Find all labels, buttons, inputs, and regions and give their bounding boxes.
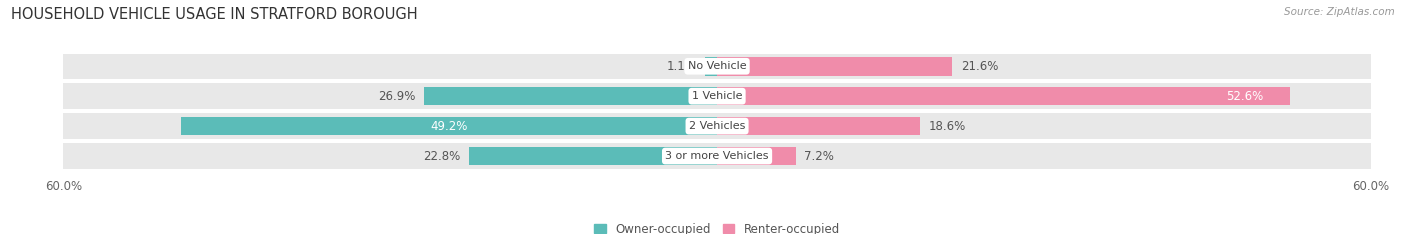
Text: 1 Vehicle: 1 Vehicle: [692, 91, 742, 101]
Text: Source: ZipAtlas.com: Source: ZipAtlas.com: [1284, 7, 1395, 17]
Bar: [63, 143, 1371, 169]
Text: 7.2%: 7.2%: [804, 150, 834, 163]
Bar: [63, 84, 1371, 109]
Text: 26.9%: 26.9%: [378, 90, 415, 103]
Bar: [717, 87, 1291, 106]
Bar: [425, 87, 717, 106]
Bar: [468, 147, 717, 165]
Legend: Owner-occupied, Renter-occupied: Owner-occupied, Renter-occupied: [589, 218, 845, 234]
Text: 18.6%: 18.6%: [928, 120, 966, 133]
Bar: [181, 117, 717, 135]
Bar: [704, 57, 717, 76]
Bar: [717, 117, 920, 135]
Bar: [717, 57, 952, 76]
Text: 1.1%: 1.1%: [666, 60, 696, 73]
Bar: [63, 54, 1371, 79]
Text: 3 or more Vehicles: 3 or more Vehicles: [665, 151, 769, 161]
Text: 2 Vehicles: 2 Vehicles: [689, 121, 745, 131]
Text: 22.8%: 22.8%: [423, 150, 460, 163]
Text: 21.6%: 21.6%: [962, 60, 998, 73]
Text: 52.6%: 52.6%: [1226, 90, 1263, 103]
Text: No Vehicle: No Vehicle: [688, 61, 747, 71]
Text: 49.2%: 49.2%: [430, 120, 468, 133]
Bar: [63, 113, 1371, 139]
Text: HOUSEHOLD VEHICLE USAGE IN STRATFORD BOROUGH: HOUSEHOLD VEHICLE USAGE IN STRATFORD BOR…: [11, 7, 418, 22]
Bar: [717, 147, 796, 165]
